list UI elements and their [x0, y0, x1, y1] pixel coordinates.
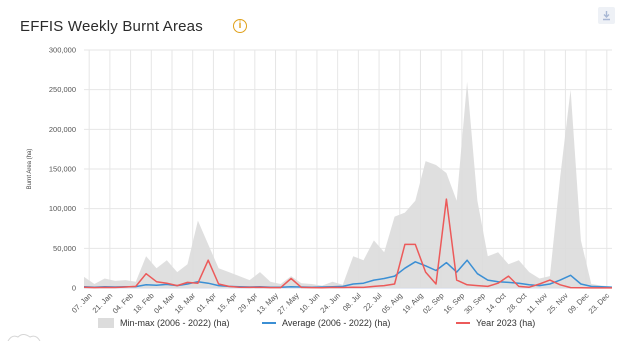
info-icon[interactable]: i [233, 19, 247, 33]
x-tick-label: 02. Sep [421, 291, 446, 316]
series-minmax-area [84, 81, 612, 288]
x-tick-label: 30. Sep [462, 291, 487, 316]
x-tick-label: 14. Oct [484, 290, 508, 314]
x-tick-label: 01. Apr [195, 291, 219, 315]
x-tick-label: 15. Apr [215, 291, 239, 315]
legend-label-year2023: Year 2023 (ha) [476, 318, 536, 328]
x-tick-label: 05. Aug [380, 291, 404, 315]
download-button[interactable] [598, 7, 615, 24]
y-tick-label: 300,000 [49, 46, 76, 55]
y-tick-label: 250,000 [49, 85, 76, 94]
x-tick-label: 10. Jun [298, 291, 322, 315]
x-tick-label: 11. Nov [525, 291, 549, 315]
y-tick-label: 0 [72, 284, 76, 293]
legend-item-minmax[interactable]: Min-max (2006 - 2022) (ha) [98, 318, 230, 328]
y-tick-label: 50,000 [53, 244, 76, 253]
x-tick-label: 04. Feb [111, 291, 135, 315]
chart-legend: Min-max (2006 - 2022) (ha) Average (2006… [0, 318, 623, 334]
x-tick-label: 24. Jun [318, 291, 342, 315]
download-icon [603, 11, 610, 21]
x-tick-label: 07. Jan [70, 291, 94, 315]
chart-grid [84, 49, 612, 289]
x-tick-label: 08. Jul [341, 291, 363, 313]
legend-item-average[interactable]: Average (2006 - 2022) (ha) [262, 318, 390, 328]
legend-label-average: Average (2006 - 2022) (ha) [282, 318, 391, 328]
x-tick-label: 25. Nov [545, 291, 570, 316]
x-tick-label: 09. Dec [566, 291, 591, 316]
y-axis-title: Burnt Area (ha) [27, 149, 33, 190]
x-tick-label: 21. Jan [91, 291, 115, 315]
chart-series-layer [83, 81, 613, 289]
x-tick-label: 18. Feb [131, 291, 155, 315]
legend-swatch-year2023 [456, 322, 470, 324]
x-tick-label: 18. Mar [173, 291, 198, 316]
x-tick-label: 27. May [275, 291, 300, 316]
series-year2023-line [83, 198, 612, 289]
y-tick-label: 150,000 [49, 165, 76, 174]
legend-swatch-minmax [98, 318, 114, 328]
legend-item-year2023[interactable]: Year 2023 (ha) [456, 318, 535, 328]
x-tick-label: 23. Dec [587, 291, 612, 316]
chart-title: EFFIS Weekly Burnt Areas [20, 18, 203, 35]
x-tick-label: 19. Aug [401, 291, 425, 315]
legend-label-minmax: Min-max (2006 - 2022) (ha) [120, 318, 230, 328]
x-tick-label: 16. Sep [442, 291, 467, 316]
y-tick-label: 200,000 [49, 125, 76, 134]
x-tick-label: 13. May [255, 291, 280, 316]
legend-swatch-average [262, 322, 276, 324]
cloud-icon [7, 334, 41, 341]
y-tick-label: 100,000 [49, 204, 76, 213]
x-tick-label: 04. Mar [152, 291, 177, 316]
